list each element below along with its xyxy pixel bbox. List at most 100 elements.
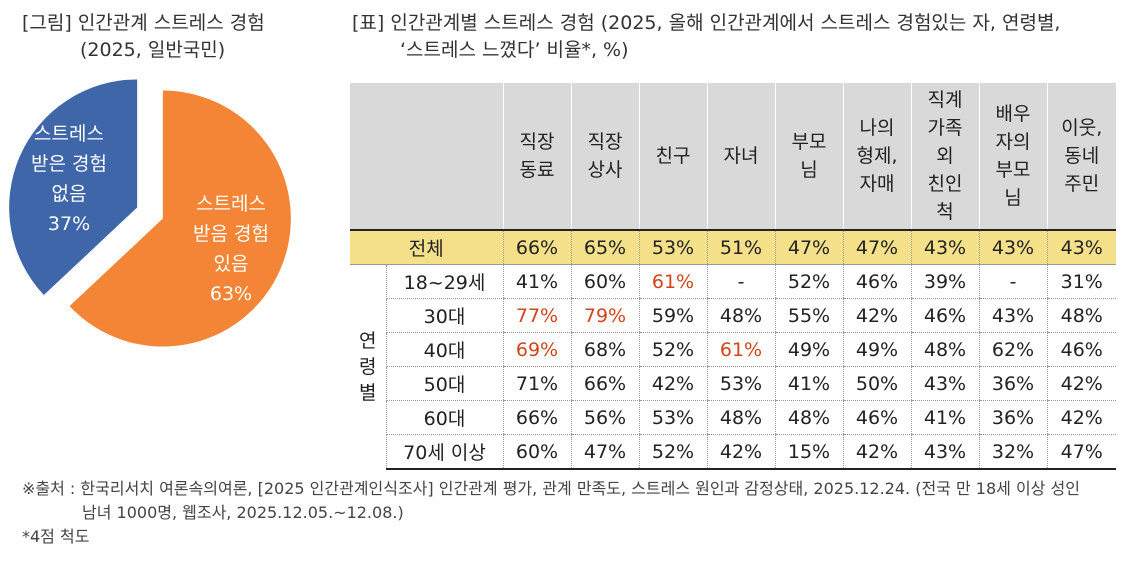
cell-4-7: 36% <box>978 400 1047 435</box>
pie-slice-label-0: 스트레스 <box>196 193 266 215</box>
cell-1-6: 46% <box>910 298 979 333</box>
cell-5-3: 42% <box>706 434 775 470</box>
cell-total-3: 51% <box>706 230 775 265</box>
cell-1-4: 55% <box>774 298 843 333</box>
cell-1-5: 42% <box>842 298 911 333</box>
cell-4-5: 46% <box>842 400 911 435</box>
cell-5-1: 47% <box>570 434 639 470</box>
cell-total-6: 43% <box>910 230 979 265</box>
cell-3-3: 53% <box>706 366 775 401</box>
cell-4-4: 48% <box>774 400 843 435</box>
cell-2-1: 68% <box>570 332 639 367</box>
cell-1-0: 77% <box>502 298 571 333</box>
cell-2-7: 62% <box>978 332 1047 367</box>
pie-slice-label-1: 스트레스 <box>34 123 104 145</box>
column-header-7: 배우 자의 부모 님 <box>978 83 1047 231</box>
footnote-source: ※출처 : 한국리서치 여론속의여론, [2025 인간관계인식조사] 인간관계… <box>22 479 1080 498</box>
column-header-0: 직장 동료 <box>502 83 571 231</box>
cell-5-4: 15% <box>774 434 843 470</box>
cell-1-8: 48% <box>1046 298 1116 333</box>
column-header-4: 부모 님 <box>774 83 843 231</box>
cell-3-2: 42% <box>638 366 707 401</box>
cell-0-3: - <box>706 264 775 299</box>
cell-total-1: 65% <box>570 230 639 265</box>
pie-title-line2: (2025, 일반국민) <box>80 39 226 61</box>
cell-5-5: 42% <box>842 434 911 470</box>
cell-total-0: 66% <box>502 230 571 265</box>
table-title-line2: ‘스트레스 느꼈다’ 비율*, %) <box>400 39 629 61</box>
cell-2-0: 69% <box>502 332 571 367</box>
cell-3-8: 42% <box>1046 366 1116 401</box>
cell-0-7: - <box>978 264 1047 299</box>
cell-5-6: 43% <box>910 434 979 470</box>
cell-1-1: 79% <box>570 298 639 333</box>
cell-2-6: 48% <box>910 332 979 367</box>
row-label-age-1: 30대 <box>385 298 503 333</box>
cell-3-5: 50% <box>842 366 911 401</box>
table-row-age: 50대 71% 66% 42% 53% 41% 50% 43% 36% 42% <box>350 366 1116 401</box>
cell-3-0: 71% <box>502 366 571 401</box>
cell-4-6: 41% <box>910 400 979 435</box>
cell-0-8: 31% <box>1046 264 1116 299</box>
cell-3-4: 41% <box>774 366 843 401</box>
cell-3-6: 43% <box>910 366 979 401</box>
pie-slice-value-1: 37% <box>48 213 90 235</box>
cell-2-5: 49% <box>842 332 911 367</box>
table-row-age: 70세 이상 60% 47% 52% 42% 15% 42% 43% 32% 47% <box>350 434 1116 470</box>
cell-total-4: 47% <box>774 230 843 265</box>
pie-slice-1 <box>9 79 138 296</box>
column-header-3: 자녀 <box>706 83 775 231</box>
footnote-source-cont: 남녀 1000명, 웹조사, 2025.12.05.~12.08.) <box>82 503 404 522</box>
pie-slice-label-1: 없음 <box>52 183 87 205</box>
cell-3-7: 36% <box>978 366 1047 401</box>
pie-title-line1: [그림] 인간관계 스트레스 경험 <box>22 12 265 34</box>
cell-4-0: 66% <box>502 400 571 435</box>
cell-total-2: 53% <box>638 230 707 265</box>
table-header-blank <box>350 83 503 231</box>
row-label-age-2: 40대 <box>385 332 503 367</box>
cell-2-2: 52% <box>638 332 707 367</box>
table-row-age: 60대 66% 56% 53% 48% 48% 46% 41% 36% 42% <box>350 400 1116 435</box>
row-label-age-5: 70세 이상 <box>385 434 503 470</box>
pie-slice-label-1: 받은 경험 <box>31 153 107 175</box>
cell-4-8: 42% <box>1046 400 1116 435</box>
table-header-row: 직장 동료 직장 상사 친구 자녀 부모 님 나의 형제, 자매 직계 가족 외 친인 척 배우 자의 부모 님 이웃,… <box>350 83 1116 231</box>
cell-5-8: 47% <box>1046 434 1116 470</box>
pie-slice-value-0: 63% <box>210 283 252 305</box>
cell-0-6: 39% <box>910 264 979 299</box>
row-label-age-4: 60대 <box>385 400 503 435</box>
row-label-age-3: 50대 <box>385 366 503 401</box>
cell-4-3: 48% <box>706 400 775 435</box>
cell-0-1: 60% <box>570 264 639 299</box>
source-footnote: ※출처 : 한국리서치 여론속의여론, [2025 인간관계인식조사] 인간관계… <box>22 477 1112 549</box>
table-row-age: 연 령 별 18~29세 41% 60% 61% -52% 46% 39% -31% <box>350 264 1116 404</box>
cell-2-8: 46% <box>1046 332 1116 367</box>
cell-0-5: 46% <box>842 264 911 299</box>
row-label-total: 전체 <box>350 230 503 265</box>
cell-5-0: 60% <box>502 434 571 470</box>
cell-1-3: 48% <box>706 298 775 333</box>
cell-2-4: 49% <box>774 332 843 367</box>
pie-slice-0 <box>69 90 291 347</box>
cell-1-7: 43% <box>978 298 1047 333</box>
pie-slice-label-0: 있음 <box>213 253 248 275</box>
cell-3-1: 66% <box>570 366 639 401</box>
column-header-2: 친구 <box>638 83 707 231</box>
pie-chart-title: [그림] 인간관계 스트레스 경험 (2025, 일반국민) <box>22 10 322 64</box>
cell-2-3: 61% <box>706 332 775 367</box>
cell-4-1: 56% <box>570 400 639 435</box>
cell-1-2: 59% <box>638 298 707 333</box>
table-title: [표] 인간관계별 스트레스 경험 (2025, 올해 인간관계에서 스트레스 … <box>352 10 1122 64</box>
pie-slice-label-0: 받음 경험 <box>193 223 269 245</box>
cell-5-2: 52% <box>638 434 707 470</box>
table-row-age: 30대 77% 79% 59% 48% 55% 42% 46% 43% 48% <box>350 298 1116 333</box>
table-row-total: 전체 66% 65% 53% 51% 47% 47% 43% 43% 43% <box>350 230 1116 265</box>
column-header-1: 직장 상사 <box>570 83 639 231</box>
footnote-scale: *4점 척도 <box>22 527 90 546</box>
cell-0-2: 61% <box>638 264 707 299</box>
cell-total-7: 43% <box>978 230 1047 265</box>
cell-total-5: 47% <box>842 230 911 265</box>
cell-4-2: 53% <box>638 400 707 435</box>
